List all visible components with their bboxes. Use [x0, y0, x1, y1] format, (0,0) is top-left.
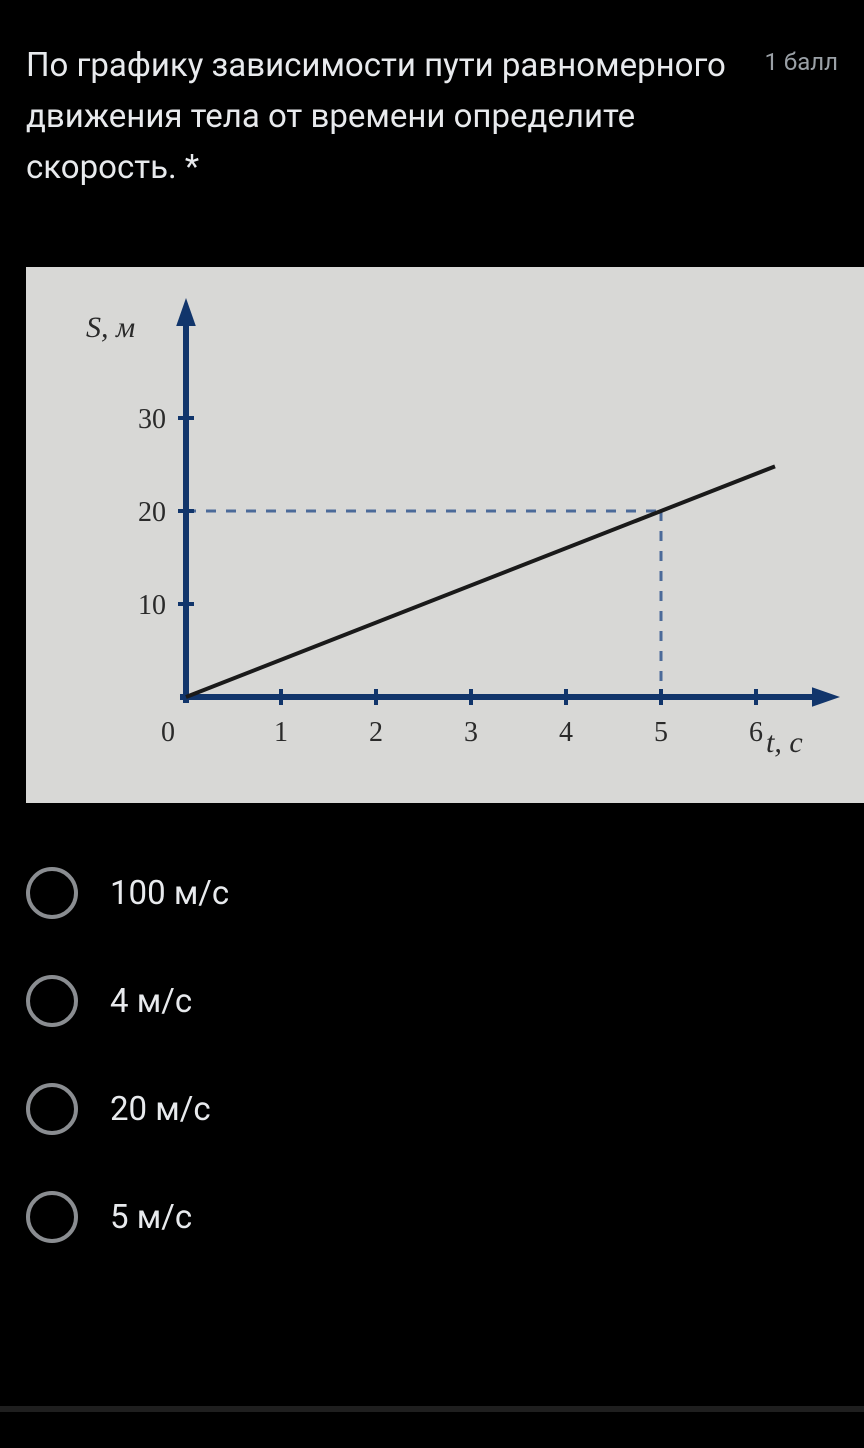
svg-text:0: 0	[161, 717, 175, 748]
option-3[interactable]: 20 м/с	[26, 1055, 838, 1163]
svg-text:6: 6	[749, 717, 763, 748]
svg-text:2: 2	[369, 717, 383, 748]
svg-text:1: 1	[274, 717, 288, 748]
option-2[interactable]: 4 м/с	[26, 947, 838, 1055]
radio-icon	[26, 1191, 78, 1243]
option-label: 20 м/с	[110, 1090, 211, 1129]
svg-text:5: 5	[654, 717, 668, 748]
svg-text:t, с: t, с	[766, 726, 803, 759]
question-card: По графику зависимости пути равномерного…	[0, 0, 864, 1271]
svg-text:4: 4	[559, 717, 573, 748]
option-4[interactable]: 5 м/с	[26, 1163, 838, 1271]
chart-svg: 1 2 3 4 5 6 10 20 30 0 S, м t, с	[26, 267, 864, 803]
distance-time-chart: 1 2 3 4 5 6 10 20 30 0 S, м t, с	[26, 267, 864, 803]
chart-container: 1 2 3 4 5 6 10 20 30 0 S, м t, с	[26, 267, 864, 803]
option-label: 5 м/с	[110, 1198, 192, 1237]
radio-icon	[26, 1083, 78, 1135]
svg-text:S, м: S, м	[86, 311, 135, 344]
question-text: По графику зависимости пути равномерного…	[26, 40, 740, 193]
points-label: 1 балл	[764, 40, 838, 76]
option-label: 4 м/с	[110, 982, 192, 1021]
radio-icon	[26, 867, 78, 919]
question-header: По графику зависимости пути равномерного…	[26, 40, 838, 193]
option-label: 100 м/с	[110, 874, 229, 913]
svg-text:3: 3	[464, 717, 478, 748]
svg-text:10: 10	[138, 590, 166, 621]
bottom-divider	[0, 1406, 864, 1412]
answer-options: 100 м/с 4 м/с 20 м/с 5 м/с	[26, 839, 838, 1271]
svg-text:30: 30	[138, 404, 166, 435]
svg-text:20: 20	[138, 497, 166, 528]
radio-icon	[26, 975, 78, 1027]
option-1[interactable]: 100 м/с	[26, 839, 838, 947]
